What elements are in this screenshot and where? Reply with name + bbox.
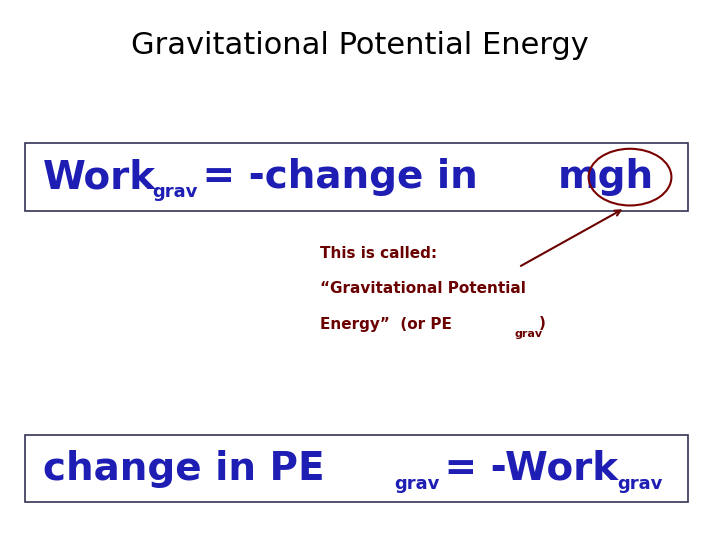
Text: This is called:: This is called: bbox=[320, 246, 438, 261]
Text: Work: Work bbox=[43, 158, 156, 196]
Text: grav: grav bbox=[515, 329, 543, 339]
Text: Gravitational Potential Energy: Gravitational Potential Energy bbox=[131, 31, 589, 60]
Text: grav: grav bbox=[617, 475, 662, 493]
Text: = -change in: = -change in bbox=[189, 158, 491, 196]
FancyBboxPatch shape bbox=[25, 143, 688, 211]
FancyBboxPatch shape bbox=[25, 435, 688, 502]
Text: Energy”  (or PE: Energy” (or PE bbox=[320, 316, 452, 332]
Text: ): ) bbox=[539, 316, 546, 332]
Text: change in PE: change in PE bbox=[43, 450, 325, 488]
Text: = -Work: = -Work bbox=[431, 450, 618, 488]
Text: grav: grav bbox=[395, 475, 440, 493]
Text: “Gravitational Potential: “Gravitational Potential bbox=[320, 281, 526, 296]
Text: mgh: mgh bbox=[557, 158, 654, 196]
Text: grav: grav bbox=[153, 183, 198, 201]
